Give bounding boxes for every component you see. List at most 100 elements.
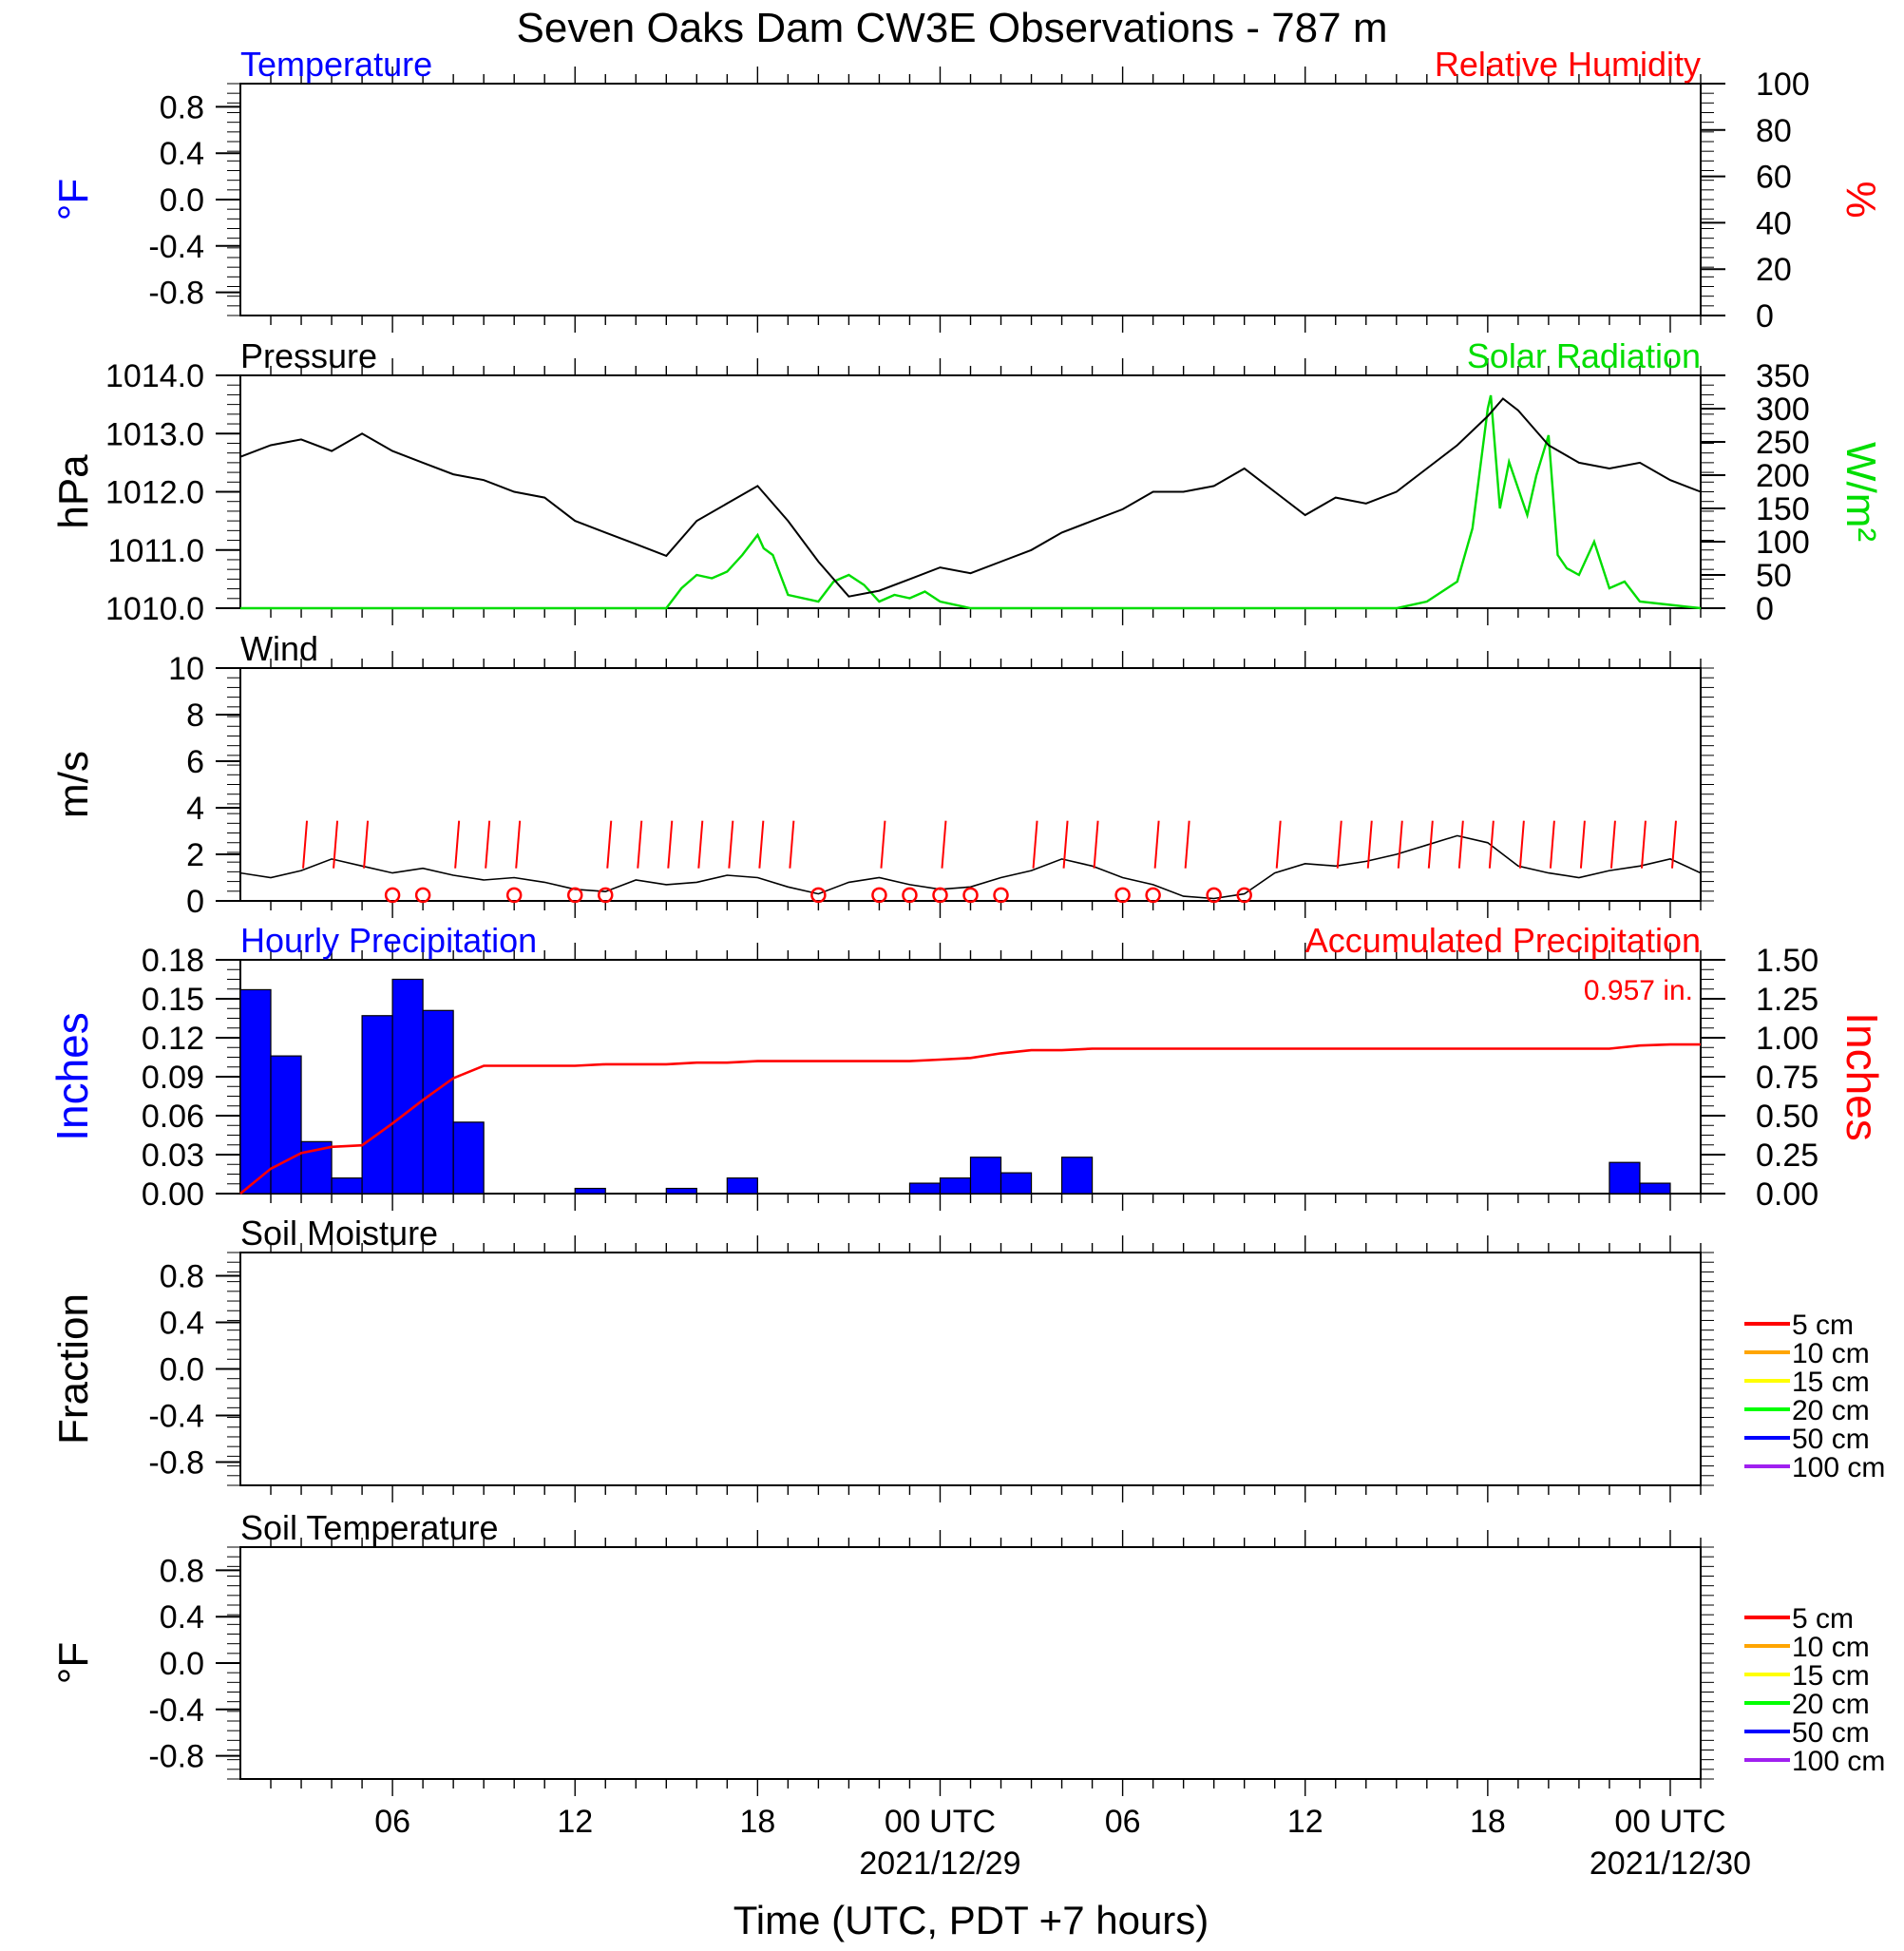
wind-barb bbox=[333, 820, 339, 869]
wind-barb bbox=[1640, 820, 1647, 869]
hourly-precip-bar bbox=[361, 1015, 393, 1195]
calm-wind-marker bbox=[932, 887, 948, 904]
x-tick-label: 12 bbox=[1287, 1804, 1323, 1840]
y-tick-label-left: -0.8 bbox=[148, 1445, 204, 1482]
calm-wind-marker bbox=[598, 887, 614, 904]
y-tick-label-left: 1012.0 bbox=[105, 475, 204, 511]
wind-barb bbox=[637, 820, 643, 869]
calm-wind-marker bbox=[871, 887, 887, 904]
plot-frame bbox=[239, 1546, 1702, 1780]
y-tick-label-right: 100 bbox=[1756, 67, 1810, 103]
calm-wind-marker bbox=[384, 887, 401, 904]
y-tick-label-left: 8 bbox=[186, 698, 204, 734]
calm-wind-marker bbox=[810, 887, 827, 904]
panels: 0.80.40.0-0.4-0.8100806040200Temperature… bbox=[48, 45, 1887, 1882]
y-tick-label-left: 4 bbox=[186, 791, 204, 827]
accumulated-total-label: 0.957 in. bbox=[1584, 975, 1693, 1006]
y-tick-label-right: 1.25 bbox=[1756, 982, 1818, 1018]
wind-barb bbox=[1549, 820, 1555, 869]
wind-barb bbox=[728, 820, 734, 869]
hourly-precip-bar bbox=[574, 1187, 606, 1195]
legend-label: 50 cm bbox=[1792, 1717, 1870, 1749]
x-tick-label: 18 bbox=[739, 1804, 775, 1840]
hourly-precip-bar bbox=[239, 988, 272, 1195]
panel-title-left: Temperature bbox=[240, 45, 432, 84]
wind-barb bbox=[697, 820, 704, 869]
panel-precipitation: 0.180.150.120.090.060.030.001.501.251.00… bbox=[48, 921, 1887, 1213]
y-tick-label-left: 10 bbox=[168, 651, 204, 687]
y-axis-title-left: Inches bbox=[48, 1012, 97, 1141]
wind-barb bbox=[1518, 820, 1525, 869]
y-tick-label-left: 0.8 bbox=[160, 1259, 204, 1295]
calm-wind-marker bbox=[566, 887, 583, 904]
wind-barb bbox=[1579, 820, 1586, 869]
wind-barb bbox=[1093, 820, 1099, 869]
y-tick-label-right: 20 bbox=[1756, 252, 1792, 288]
wind-barb bbox=[1488, 820, 1495, 869]
y-axis-title-right: Inches bbox=[1837, 1012, 1887, 1141]
y-tick-label-right: 100 bbox=[1756, 525, 1810, 561]
hourly-precip-bar bbox=[726, 1176, 758, 1195]
y-tick-label-left: 0.06 bbox=[142, 1099, 204, 1135]
hourly-precip-bar bbox=[665, 1187, 697, 1195]
wind-barb bbox=[789, 820, 795, 869]
y-tick-label-right: 200 bbox=[1756, 458, 1810, 494]
legend-label: 5 cm bbox=[1792, 1603, 1854, 1635]
x-tick-label: 18 bbox=[1470, 1804, 1506, 1840]
y-tick-label-right: 80 bbox=[1756, 113, 1792, 149]
y-tick-label-right: 0.25 bbox=[1756, 1138, 1818, 1174]
y-tick-label-left: 6 bbox=[186, 744, 204, 780]
accumulated-precip-line bbox=[239, 1042, 1701, 1195]
y-tick-label-left: 0.15 bbox=[142, 982, 204, 1018]
y-tick-label-right: 150 bbox=[1756, 491, 1810, 527]
y-tick-label-left: -0.4 bbox=[148, 229, 204, 265]
solar-radiation-line bbox=[240, 394, 1702, 610]
calm-wind-marker bbox=[962, 887, 979, 904]
wind-barb bbox=[1275, 820, 1282, 869]
calm-wind-marker bbox=[414, 887, 431, 904]
y-tick-label-left: 0.18 bbox=[142, 943, 204, 979]
wind-barb bbox=[667, 820, 674, 869]
figure-title: Seven Oaks Dam CW3E Observations - 787 m bbox=[517, 5, 1388, 51]
wind-barb bbox=[1457, 820, 1464, 869]
y-tick-label-left: 2 bbox=[186, 837, 204, 873]
wind-barb bbox=[1153, 820, 1160, 869]
wind-barb bbox=[1336, 820, 1342, 869]
wind-barb bbox=[302, 820, 309, 869]
y-tick-label-right: 50 bbox=[1756, 558, 1792, 594]
y-tick-label-left: 0.0 bbox=[160, 182, 204, 219]
x-tick-date-label: 2021/12/30 bbox=[1590, 1846, 1751, 1882]
wind-barb bbox=[454, 820, 461, 869]
y-tick-label-left: 0.09 bbox=[142, 1060, 204, 1096]
panel-title-left: Hourly Precipitation bbox=[240, 921, 537, 960]
y-tick-label-left: 0.4 bbox=[160, 1306, 204, 1342]
legend-label: 15 cm bbox=[1792, 1660, 1870, 1692]
calm-wind-marker bbox=[505, 887, 523, 904]
legend-label: 5 cm bbox=[1792, 1310, 1854, 1341]
y-tick-label-right: 350 bbox=[1756, 358, 1810, 394]
plot-frame bbox=[239, 83, 1702, 316]
wind-barb bbox=[1427, 820, 1434, 869]
y-tick-label-left: 0.8 bbox=[160, 89, 204, 125]
wind-barb bbox=[1062, 820, 1069, 869]
hourly-precip-bar bbox=[908, 1182, 942, 1195]
pressure-line bbox=[239, 397, 1702, 598]
legend-label: 100 cm bbox=[1792, 1746, 1885, 1777]
y-tick-label-right: 1.00 bbox=[1756, 1021, 1818, 1057]
panel-title-left: Wind bbox=[240, 629, 318, 668]
wind-barb bbox=[880, 820, 886, 869]
wind-barb bbox=[485, 820, 491, 869]
legend-label: 20 cm bbox=[1792, 1689, 1870, 1720]
hourly-precip-bar bbox=[969, 1157, 1002, 1195]
panel-temperature_rh: 0.8 0.4 0.0 -0.4 -0.8 100 80 60 40 20 0 Temperature… bbox=[50, 45, 1884, 335]
y-tick-label-left: 0.00 bbox=[142, 1176, 204, 1213]
panel-title-left: Soil Moisture bbox=[240, 1214, 438, 1253]
y-axis-title-left: °F bbox=[50, 179, 97, 220]
x-tick-label: 00 UTC bbox=[885, 1804, 996, 1840]
legend-label: 50 cm bbox=[1792, 1424, 1870, 1455]
y-tick-label-right: 0 bbox=[1756, 591, 1774, 627]
y-tick-label-left: -0.4 bbox=[148, 1399, 204, 1435]
wind-barb bbox=[758, 820, 765, 869]
panel-title-left: Soil Temperature bbox=[240, 1508, 498, 1547]
